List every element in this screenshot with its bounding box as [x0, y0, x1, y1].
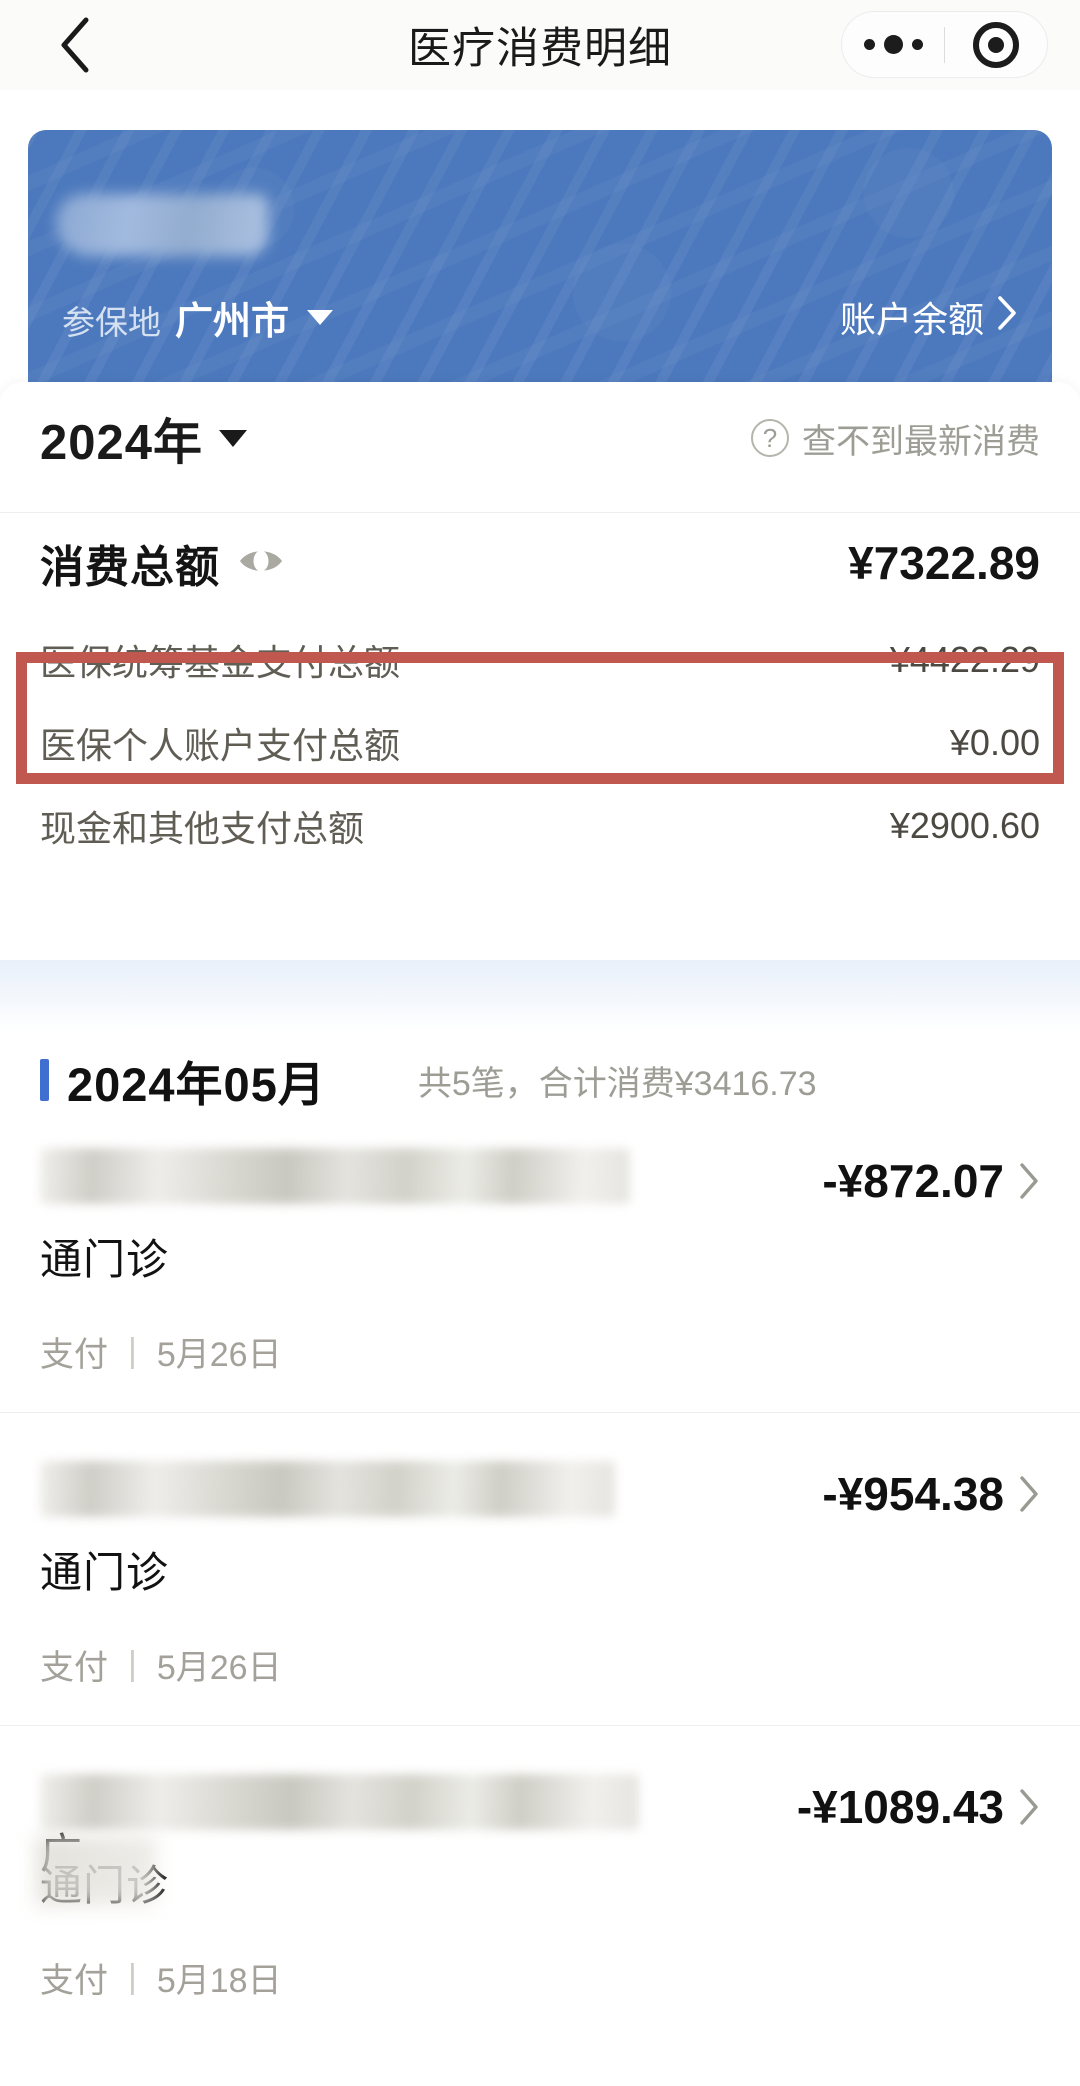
back-button[interactable]	[40, 8, 110, 82]
capsule-divider	[944, 26, 945, 63]
target-circle-icon[interactable]	[945, 21, 1047, 68]
breakdown-row-personal-account: 医保个人账户支付总额 ¥0.00	[0, 701, 1080, 784]
month-title: 2024年05月	[67, 1057, 326, 1111]
total-spend-value: ¥7322.89	[848, 537, 1040, 589]
transaction-date: 5月26日	[156, 1649, 282, 1687]
wechat-capsule	[841, 11, 1048, 78]
transaction-date: 5月18日	[156, 1962, 282, 2000]
year-selector[interactable]: 2024年	[40, 403, 248, 474]
summary-card: 2024年 ? 查不到最新消费 消费总额 ¥7322.89 医保统筹基金支付总额…	[0, 382, 1080, 960]
year-value: 2024年	[40, 415, 204, 470]
account-balance-link[interactable]: 账户余额	[840, 291, 1018, 343]
month-accent-bar	[40, 1059, 49, 1101]
chevron-left-icon	[58, 16, 92, 74]
breakdown-value: ¥0.00	[949, 721, 1040, 763]
card-watermark	[28, 130, 1052, 392]
hint-label: 查不到最新消费	[802, 422, 1040, 461]
total-spend-left: 消费总额	[40, 531, 284, 595]
total-spend-label: 消费总额	[40, 543, 220, 592]
masked-user-name	[56, 194, 268, 256]
transaction-meta: 支付 | 5月26日	[40, 1327, 1040, 1376]
transaction-top: 广 通门诊 -¥1089.43	[40, 1774, 1040, 1913]
transaction-category: 通门诊	[40, 1549, 170, 1596]
breakdown-value: ¥2900.60	[889, 804, 1040, 846]
transaction-category: 通门诊	[40, 1236, 170, 1283]
transaction-name-wrap: 通门诊	[40, 1461, 822, 1600]
question-circle-icon: ?	[751, 419, 789, 457]
month-summary: 共5笔，合计消费¥3416.73	[417, 1064, 817, 1103]
transaction-amount: -¥954.38	[822, 1468, 1004, 1520]
total-spend-row: 消费总额 ¥7322.89	[0, 522, 1080, 604]
transaction-meta: 支付 | 5月18日	[40, 1953, 1040, 2002]
insured-region-label: 参保地	[62, 303, 161, 341]
meta-divider: |	[128, 1332, 137, 1370]
no-latest-data-hint[interactable]: ? 查不到最新消费	[751, 414, 1040, 463]
transaction-top: 通门诊 -¥872.07	[40, 1148, 1040, 1287]
transaction-status: 支付	[40, 1649, 108, 1687]
transaction-top: 通门诊 -¥954.38	[40, 1461, 1040, 1600]
transaction-status: 支付	[40, 1962, 108, 2000]
caret-down-icon	[219, 429, 248, 447]
insured-region-selector[interactable]: 参保地 广州市	[62, 290, 334, 345]
section-gradient-band	[0, 960, 1080, 1032]
chevron-right-icon	[996, 295, 1018, 340]
breakdown-row-cash-other: 现金和其他支付总额 ¥2900.60	[0, 784, 1080, 867]
chevron-right-icon[interactable]	[1018, 1475, 1040, 1513]
breakdown-label: 医保统筹基金支付总额	[40, 641, 401, 683]
meta-divider: |	[128, 1645, 137, 1683]
masked-merchant-name	[40, 1774, 640, 1830]
table-row[interactable]: 通门诊 -¥954.38 支付 | 5月26日	[0, 1412, 1080, 1725]
account-balance-label: 账户余额	[839, 299, 984, 340]
masked-merchant-name	[40, 1461, 615, 1517]
transaction-amount-wrap: -¥954.38	[822, 1461, 1040, 1521]
transaction-meta: 支付 | 5月26日	[40, 1640, 1040, 1689]
breakdown-row-pooled-fund: 医保统筹基金支付总额 ¥4422.29	[0, 618, 1080, 701]
transaction-amount-wrap: -¥872.07	[822, 1148, 1040, 1208]
insured-region-value: 广州市	[175, 300, 290, 343]
chevron-right-icon[interactable]	[1018, 1788, 1040, 1826]
card-footer: 参保地 广州市 账户余额	[28, 286, 1052, 348]
table-row[interactable]: 通门诊 -¥872.07 支付 | 5月26日	[0, 1100, 1080, 1412]
transaction-amount: -¥872.07	[822, 1155, 1004, 1207]
transaction-amount: -¥1089.43	[796, 1781, 1004, 1833]
transaction-amount-wrap: -¥1089.43	[797, 1774, 1040, 1834]
breakdown-label: 医保个人账户支付总额	[40, 724, 401, 766]
page-title: 医疗消费明细	[408, 25, 672, 73]
breakdown-list: 医保统筹基金支付总额 ¥4422.29 医保个人账户支付总额 ¥0.00 现金和…	[0, 618, 1080, 867]
transaction-status: 支付	[40, 1336, 108, 1374]
eye-icon[interactable]	[238, 546, 284, 581]
transaction-list: 通门诊 -¥872.07 支付 | 5月26日 通门诊	[0, 1100, 1080, 2038]
transaction-name-wrap: 广 通门诊	[40, 1774, 797, 1913]
transaction-category: 通门诊	[40, 1852, 771, 1913]
table-row[interactable]: 广 通门诊 -¥1089.43 支付 | 5月18日	[0, 1725, 1080, 2038]
transaction-name-wrap: 通门诊	[40, 1148, 822, 1287]
chevron-right-icon[interactable]	[1018, 1162, 1040, 1200]
caret-down-icon	[307, 309, 334, 325]
insurance-card: 参保地 广州市 账户余额	[28, 130, 1052, 392]
transaction-date: 5月26日	[156, 1336, 282, 1374]
breakdown-label: 现金和其他支付总额	[40, 807, 365, 849]
year-row: 2024年 ? 查不到最新消费	[0, 382, 1080, 494]
meta-divider: |	[128, 1958, 137, 1996]
masked-merchant-name	[40, 1148, 630, 1204]
month-header: 2024年05月 共5笔，合计消费¥3416.73	[0, 1032, 1080, 1128]
breakdown-value: ¥4422.29	[889, 638, 1040, 680]
section-divider	[0, 512, 1080, 513]
more-dots-icon[interactable]	[842, 35, 944, 54]
navbar: 医疗消费明细	[0, 0, 1080, 90]
